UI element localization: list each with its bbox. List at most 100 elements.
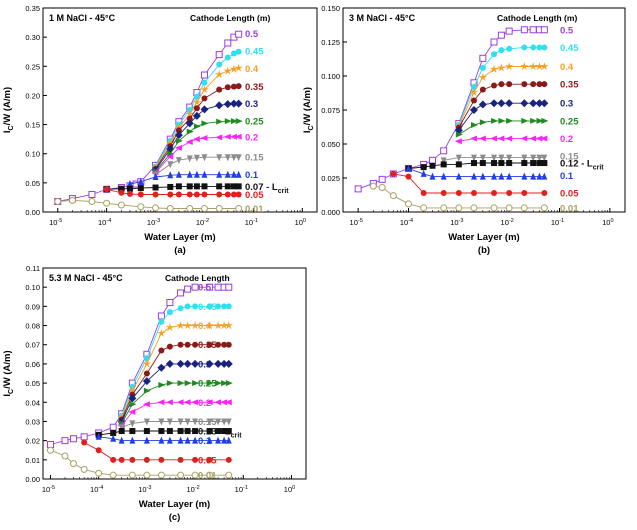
data-point	[201, 95, 208, 102]
data-point	[175, 191, 182, 198]
data-point	[479, 64, 486, 71]
data-point	[221, 418, 228, 426]
data-point	[193, 93, 200, 100]
data-point	[490, 99, 499, 108]
data-point	[177, 428, 184, 435]
data-point	[389, 192, 397, 200]
data-point	[167, 171, 174, 179]
data-point	[167, 161, 174, 169]
data-point	[201, 79, 208, 86]
data-point	[470, 154, 477, 162]
series-line	[155, 85, 239, 170]
series-0.01	[54, 196, 243, 213]
series-label: 0.05	[245, 190, 264, 201]
data-point	[192, 111, 201, 120]
x-tick-label: 10-3	[138, 485, 151, 494]
data-point	[103, 186, 110, 193]
data-point	[528, 61, 538, 71]
data-point	[193, 183, 200, 190]
series-0.3	[454, 99, 549, 135]
data-point	[535, 99, 544, 108]
data-point	[535, 61, 544, 71]
series-label: 0.35	[560, 80, 579, 91]
data-point	[540, 99, 549, 108]
data-point	[158, 347, 165, 354]
data-point	[455, 154, 462, 162]
x-tick-label: 10-2	[501, 218, 514, 227]
data-point	[137, 185, 144, 192]
y-tick-label: 0.30	[25, 33, 40, 42]
data-point	[470, 204, 478, 212]
data-point	[186, 183, 193, 190]
data-point	[440, 204, 448, 212]
series-label: 0.15	[245, 153, 264, 164]
data-point	[201, 170, 208, 178]
data-point	[215, 418, 222, 426]
data-point	[214, 359, 223, 368]
series-0.3	[117, 359, 233, 426]
data-point	[498, 117, 506, 124]
data-point	[505, 135, 513, 142]
data-point	[215, 341, 222, 348]
data-point	[206, 303, 213, 310]
x-axis-label: Water Layer (m)	[448, 232, 519, 243]
data-point	[420, 189, 427, 196]
data-point	[479, 119, 487, 126]
y-axis-label: IC/W (A/m)	[302, 87, 315, 133]
data-point	[506, 154, 513, 162]
data-point	[214, 283, 222, 291]
data-point	[420, 204, 428, 212]
data-point	[186, 205, 194, 213]
series-label: 0.45	[198, 302, 217, 313]
data-point	[177, 471, 185, 479]
data-point	[234, 133, 242, 140]
data-point	[530, 117, 538, 124]
x-tick-label: 10-4	[400, 218, 413, 227]
data-point	[68, 196, 76, 204]
series-label: 0.2	[560, 134, 573, 145]
series-0.1	[95, 432, 232, 444]
y-tick-label: 0.02	[25, 437, 40, 446]
data-point	[109, 423, 117, 431]
data-point	[152, 184, 159, 191]
data-point	[186, 115, 193, 122]
y-tick-label: 0.000	[321, 208, 340, 217]
series-label: 0.35	[245, 82, 264, 93]
data-point	[142, 377, 151, 386]
data-point	[143, 456, 150, 463]
series-line	[458, 83, 545, 128]
data-point	[165, 322, 175, 332]
data-point	[158, 436, 165, 444]
data-point	[224, 183, 231, 190]
data-point	[215, 436, 222, 444]
data-point	[521, 44, 528, 51]
data-point	[491, 117, 499, 124]
data-point	[235, 83, 242, 90]
data-point	[225, 380, 233, 387]
x-tick-label: 10-5	[42, 485, 55, 494]
data-point	[129, 436, 136, 444]
series-label: 0.05	[198, 455, 217, 466]
series-0.25	[118, 380, 233, 427]
data-point	[505, 99, 514, 108]
data-point	[224, 39, 232, 47]
series-0.1	[126, 170, 242, 188]
data-point	[184, 418, 191, 426]
series-label: 0.05	[560, 188, 579, 199]
data-point	[479, 54, 487, 62]
legend-title: Cathode Length	[165, 273, 230, 283]
series-label: 0.4	[198, 321, 212, 332]
data-point	[143, 428, 150, 435]
data-point	[206, 471, 214, 479]
data-point	[166, 380, 174, 387]
data-point	[184, 428, 191, 435]
chart-title: 3 M NaCl - 45°C	[349, 13, 416, 23]
data-point	[479, 160, 486, 167]
data-point	[206, 418, 213, 426]
y-tick-label: 0.03	[25, 417, 40, 426]
data-point	[192, 341, 199, 348]
data-point	[230, 191, 237, 198]
data-point	[378, 175, 386, 183]
series-label: 0.3	[245, 99, 258, 110]
data-point	[186, 128, 194, 135]
